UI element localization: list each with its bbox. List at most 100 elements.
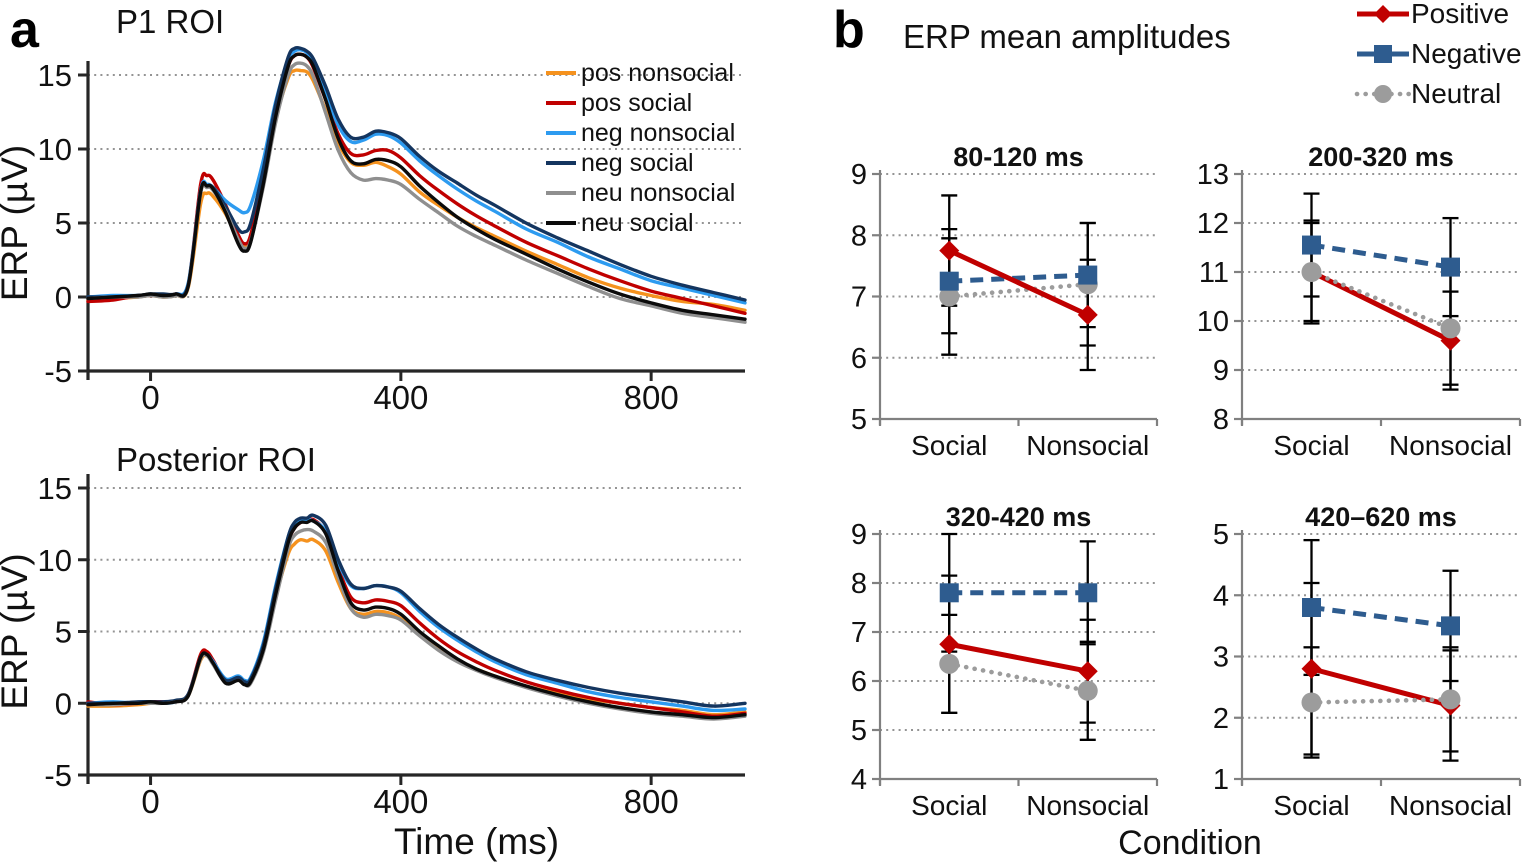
legend-marker-circle bbox=[1374, 85, 1392, 103]
y-tick-label: 5 bbox=[851, 404, 867, 436]
panel-a-label: a bbox=[10, 1, 39, 59]
y-tick-label: 2 bbox=[1213, 703, 1229, 735]
neu-nonsocial-line-swatch bbox=[546, 191, 576, 195]
legend-item-positive: Positive bbox=[1355, 0, 1522, 29]
series-line-positive bbox=[948, 248, 1089, 318]
y-tick-label: 15 bbox=[38, 471, 72, 506]
y-tick-label: 8 bbox=[851, 220, 867, 252]
marker-square-negative bbox=[1302, 598, 1321, 617]
category-label: Nonsocial bbox=[1026, 790, 1149, 821]
legend-item-neg-social: neg social bbox=[546, 148, 756, 178]
legend-item-neu-social: neu social bbox=[546, 208, 756, 238]
legend-label: neu nonsocial bbox=[581, 178, 736, 207]
legend-item-neutral: Neutral bbox=[1354, 78, 1522, 109]
series-line-neutral bbox=[1309, 697, 1453, 705]
marker-circle-neutral bbox=[939, 286, 960, 307]
chart-title: Posterior ROI bbox=[116, 441, 316, 478]
legend-item-negative: Negative bbox=[1355, 38, 1522, 69]
x-tick-label: 0 bbox=[141, 783, 159, 820]
condition-axis-label: Condition bbox=[1118, 824, 1262, 862]
marker-square-negative bbox=[1302, 235, 1321, 255]
y-tick-label: 3 bbox=[1213, 642, 1229, 674]
p1-roi-waveform-chart: -5 0 5 10 15 0 400 800 P1 ROI ERP (µV) bbox=[0, 3, 747, 416]
chart-title: 320-420 ms bbox=[946, 502, 1092, 532]
marker-square-negative bbox=[939, 271, 959, 291]
legend-marker-diamond bbox=[1374, 5, 1392, 23]
legend-item-neu-nonsocial: neu nonsocial bbox=[546, 178, 756, 208]
erp-amplitude-chart-420-620ms: 1 2 3 4 5 420–620 ms Social Nonsocial bbox=[1213, 502, 1522, 821]
legend-label: neg nonsocial bbox=[581, 118, 736, 147]
erp-amplitude-chart-80-120ms: 5 6 7 8 9 80-120 ms Social Nonsocial bbox=[851, 142, 1159, 461]
y-tick-label: 4 bbox=[851, 764, 867, 796]
legend-label: pos nonsocial bbox=[581, 58, 734, 87]
marker-circle-neutral bbox=[1301, 262, 1322, 282]
category-label: Social bbox=[911, 430, 987, 461]
waveform-neg-nonsocial bbox=[86, 517, 747, 713]
posterior-roi-waveform-chart: -5 0 5 10 15 0 400 800 Posterior ROI ERP (µV) Time… bbox=[0, 441, 747, 862]
marker-circle-neutral bbox=[1440, 689, 1461, 710]
chart-title: 200-320 ms bbox=[1308, 142, 1454, 172]
erp-amplitude-chart-320-420ms: 4 5 6 7 8 9 320-420 ms Social Nonsocial bbox=[851, 502, 1159, 821]
series-line-negative bbox=[1311, 242, 1451, 270]
y-axis-title: ERP (µV) bbox=[0, 553, 35, 709]
chart-title: 420–620 ms bbox=[1305, 502, 1457, 532]
category-label: Nonsocial bbox=[1389, 790, 1512, 821]
category-label: Social bbox=[1273, 430, 1349, 461]
y-tick-label: 4 bbox=[1213, 580, 1229, 612]
x-tick-label: 0 bbox=[141, 379, 159, 416]
y-tick-label: -5 bbox=[44, 354, 72, 389]
y-tick-label: 1 bbox=[1213, 764, 1229, 796]
y-tick-label: 15 bbox=[38, 58, 72, 93]
chart-title: P1 ROI bbox=[116, 3, 224, 40]
marker-diamond-positive bbox=[1077, 661, 1098, 682]
y-tick-label: 5 bbox=[55, 615, 72, 650]
legend-item-pos-social: pos social bbox=[546, 88, 756, 118]
neutral-marker-swatch bbox=[1354, 85, 1412, 103]
legend-label: neg social bbox=[581, 148, 694, 177]
legend-label: Negative bbox=[1411, 38, 1522, 69]
y-tick-label: 9 bbox=[851, 159, 867, 191]
y-tick-label: 5 bbox=[851, 715, 867, 747]
y-tick-label: 8 bbox=[1213, 404, 1229, 436]
waveform-neu-social bbox=[86, 52, 747, 321]
legend-label: pos social bbox=[581, 88, 693, 117]
chart-title: 80-120 ms bbox=[953, 142, 1084, 172]
marker-square-negative bbox=[1078, 583, 1098, 603]
series-line-negative bbox=[949, 272, 1088, 284]
marker-square-negative bbox=[1078, 265, 1098, 285]
marker-diamond-positive bbox=[939, 240, 960, 261]
y-tick-label: 5 bbox=[1213, 519, 1229, 551]
marker-square-negative bbox=[1441, 257, 1460, 277]
panel-b-legend: Positive Negative Neutral bbox=[1354, 0, 1522, 120]
marker-circle-neutral bbox=[939, 653, 960, 674]
positive-marker-swatch bbox=[1357, 5, 1409, 23]
y-tick-label: 9 bbox=[851, 519, 867, 551]
y-tick-label: 8 bbox=[851, 568, 867, 600]
category-label: Social bbox=[1273, 790, 1349, 821]
marker-diamond-positive bbox=[1301, 658, 1322, 679]
series-line-neutral bbox=[946, 661, 1091, 694]
pos-social-line-swatch bbox=[546, 101, 576, 105]
neu-social-line-swatch bbox=[546, 221, 576, 225]
x-tick-label: 800 bbox=[624, 379, 679, 416]
legend-item-neg-nonsocial: neg nonsocial bbox=[546, 118, 756, 148]
waveform-neu-social bbox=[86, 518, 747, 720]
series-line-neutral bbox=[946, 281, 1091, 299]
marker-diamond-positive bbox=[939, 634, 960, 655]
panel-b-label: b bbox=[833, 1, 865, 59]
series-line-positive bbox=[1310, 666, 1452, 708]
erp-amplitude-chart-200-320ms: 8 9 10 11 12 13 200-320 ms Social Nonsocial bbox=[1197, 142, 1522, 461]
panel-b-title: ERP mean amplitudes bbox=[903, 18, 1231, 55]
y-tick-label: 6 bbox=[851, 343, 867, 375]
y-tick-label: 9 bbox=[1213, 355, 1229, 387]
series-line-neutral bbox=[1309, 269, 1453, 331]
x-tick-label: 800 bbox=[624, 783, 679, 820]
marker-circle-neutral bbox=[1301, 692, 1322, 713]
panel-a-legend: pos nonsocial pos social neg nonsocial n… bbox=[546, 58, 756, 238]
negative-marker-swatch bbox=[1357, 45, 1409, 63]
x-tick-label: 400 bbox=[373, 379, 428, 416]
y-tick-label: 0 bbox=[55, 280, 72, 315]
y-tick-label: 5 bbox=[55, 206, 72, 241]
legend-label: Neutral bbox=[1411, 78, 1502, 109]
